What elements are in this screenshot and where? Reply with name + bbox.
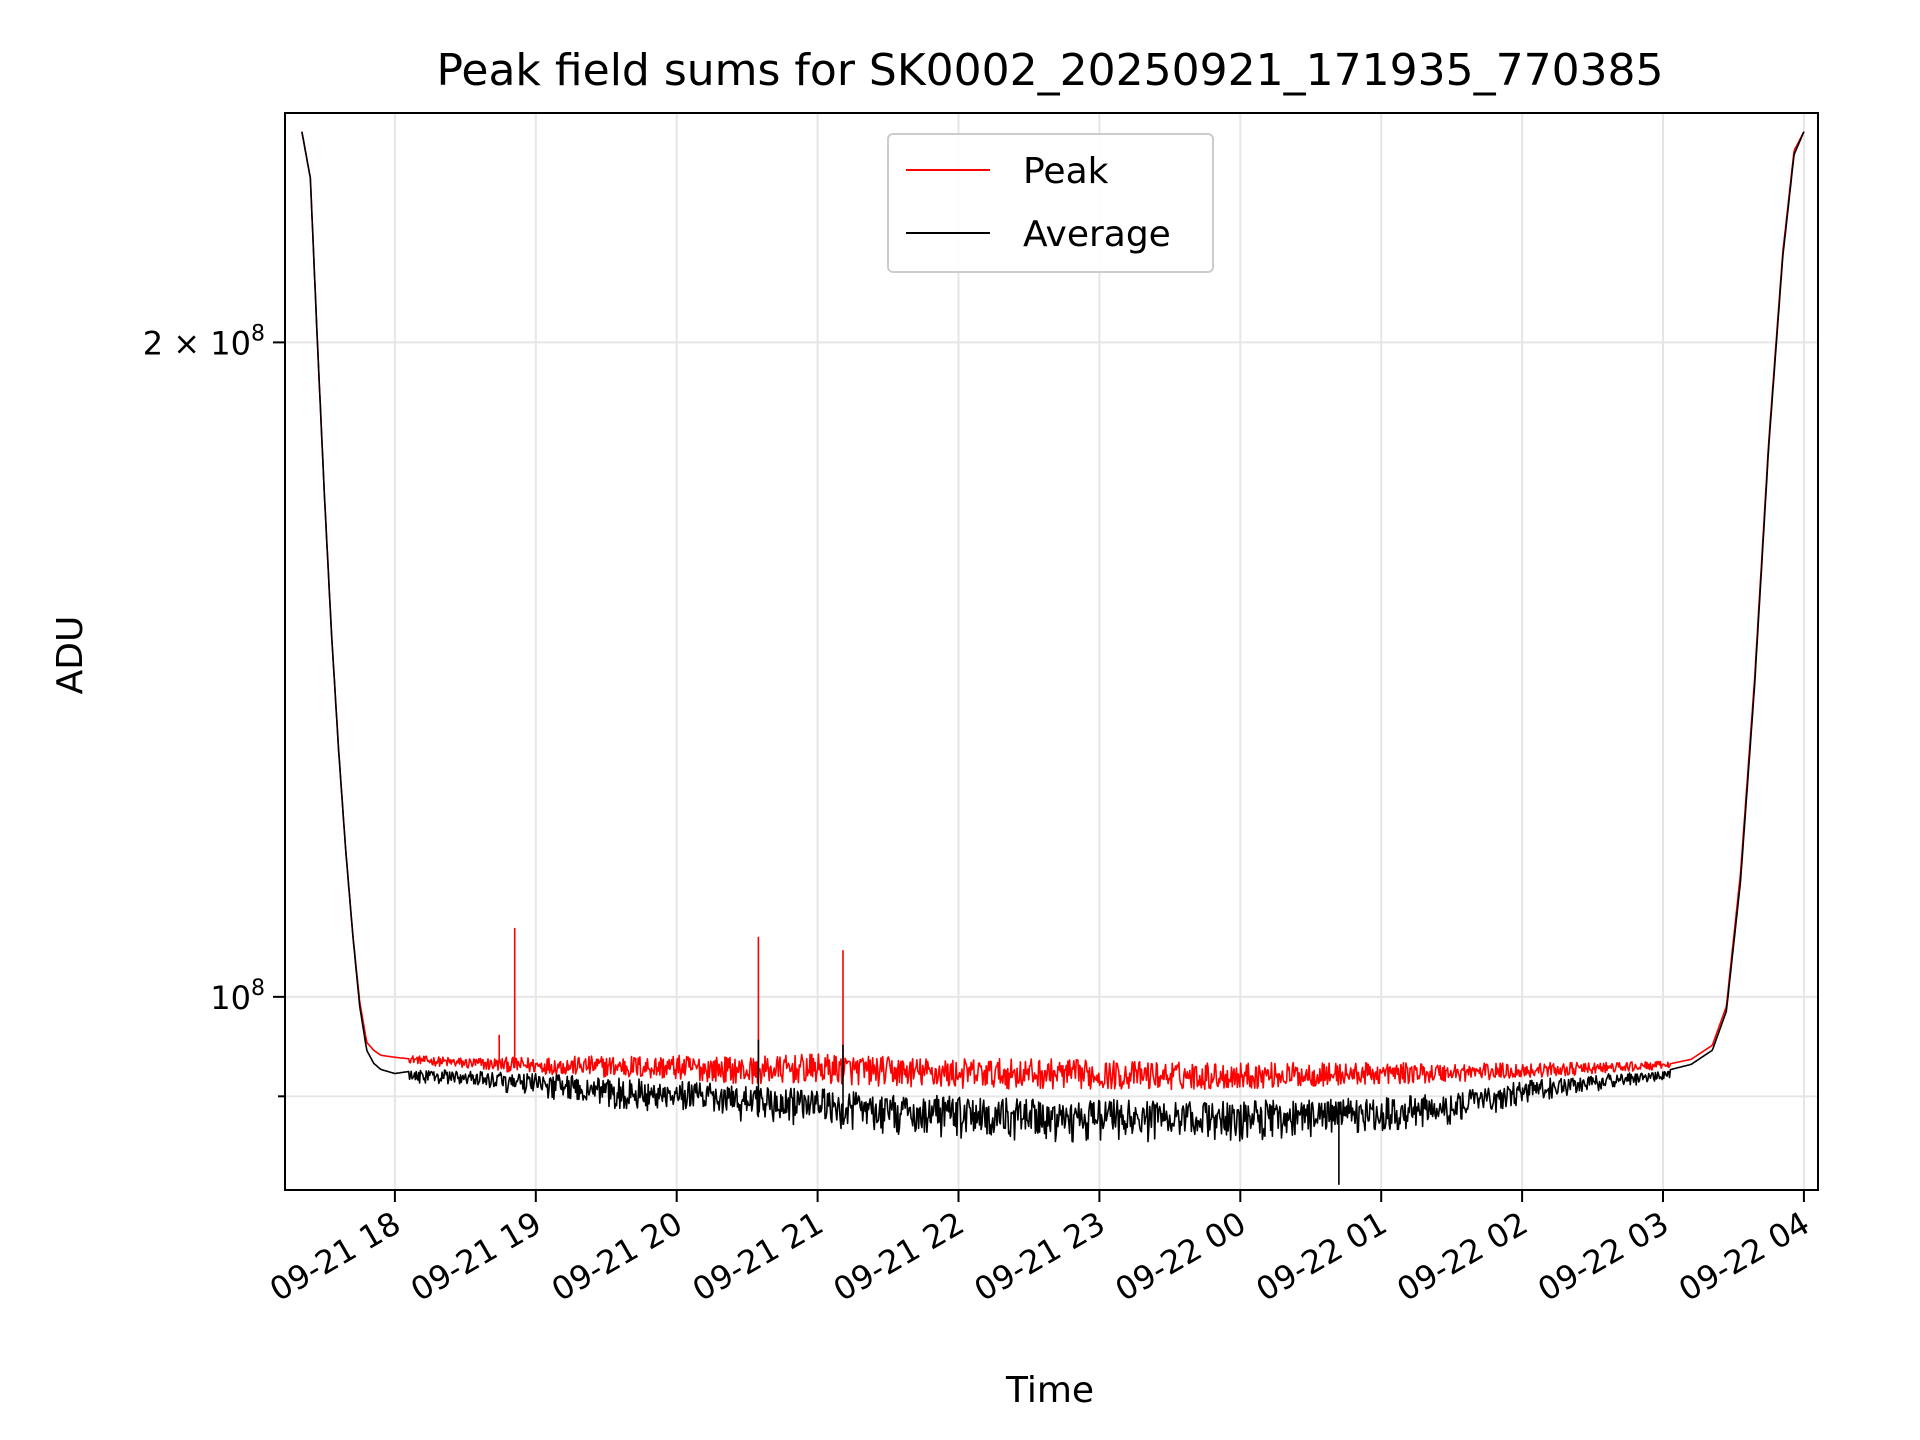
series-line-average <box>301 131 1805 1185</box>
plot-frame <box>284 112 1819 1191</box>
grid-layer <box>285 113 1818 1190</box>
legend-label-peak: Peak <box>1023 151 1109 192</box>
y-axis-label: ADU <box>50 616 91 695</box>
chart-title: Peak field sums for SK0002_20250921_1719… <box>436 45 1663 96</box>
x-axis-label: Time <box>1005 1370 1094 1411</box>
series-line-peak <box>301 131 1805 1091</box>
series-layer <box>301 131 1805 1185</box>
legend: Peak Average <box>887 133 1214 273</box>
y-tick-label: 108 <box>210 976 265 1017</box>
legend-label-average: Average <box>1023 214 1171 255</box>
y-tick-label: 2 × 108 <box>143 321 265 362</box>
legend-box <box>887 133 1214 273</box>
